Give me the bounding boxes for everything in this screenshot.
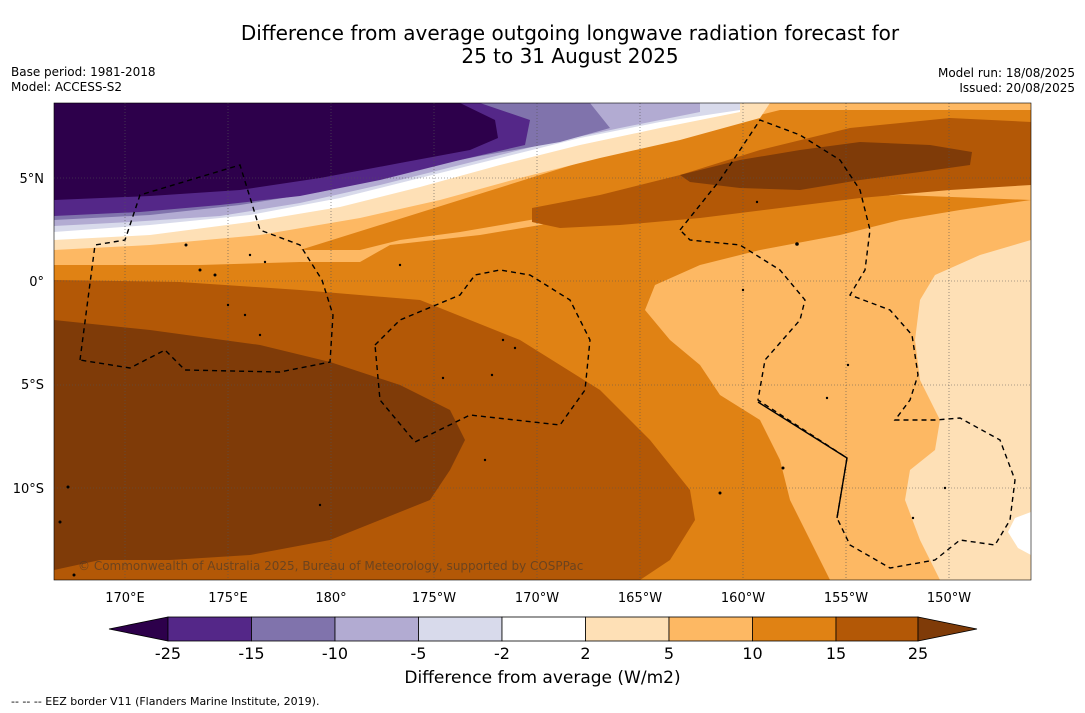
colorbar-tick: -2 bbox=[494, 644, 510, 663]
issued-date: Issued: 20/08/2025 bbox=[959, 81, 1075, 95]
metadata-left: Base period: 1981-2018 Model: ACCESS-S2 bbox=[11, 65, 156, 95]
title-line-2: 25 to 31 August 2025 bbox=[461, 44, 679, 68]
metadata-right: Model run: 18/08/2025 Issued: 20/08/2025 bbox=[938, 66, 1075, 96]
colorbar-swatch bbox=[167, 616, 252, 642]
lat-label: 5°N bbox=[20, 172, 45, 187]
lon-label: 170°W bbox=[515, 591, 559, 606]
colorbar-tick: 25 bbox=[907, 644, 929, 663]
lon-label: 165°W bbox=[618, 591, 662, 606]
map-frame bbox=[53, 102, 1032, 581]
eez-legend-note: -- -- -- EEZ border V11 (Flanders Marine… bbox=[11, 695, 320, 708]
lon-label: 160°W bbox=[721, 591, 765, 606]
model-name: Model: ACCESS-S2 bbox=[11, 80, 123, 94]
colorbar-swatch bbox=[668, 616, 753, 642]
eez-borders bbox=[79, 119, 1016, 569]
lon-label: 150°W bbox=[927, 591, 971, 606]
base-period: Base period: 1981-2018 bbox=[11, 65, 156, 79]
lon-label: 175°W bbox=[412, 591, 456, 606]
lon-label: 155°W bbox=[824, 591, 868, 606]
anomaly-field bbox=[54, 103, 1031, 580]
colorbar-tick: 2 bbox=[580, 644, 591, 663]
copyright-text: © Commonwealth of Australia 2025, Bureau… bbox=[78, 559, 583, 573]
map-title: Difference from average outgoing longwav… bbox=[0, 22, 1085, 68]
colorbar-swatch bbox=[501, 616, 586, 642]
lon-label: 180° bbox=[315, 591, 346, 606]
colorbar-extend-low bbox=[108, 616, 169, 642]
colorbar-tick: 10 bbox=[742, 644, 763, 663]
colorbar-tick: -15 bbox=[238, 644, 265, 663]
lon-label: 170°E bbox=[105, 591, 145, 606]
solid-boundary bbox=[757, 401, 848, 519]
lat-labels: 5°N 0° 5°S 10°S bbox=[13, 172, 44, 497]
model-run: Model run: 18/08/2025 bbox=[937, 66, 1075, 80]
colorbar-tick: -25 bbox=[154, 644, 182, 663]
colorbar bbox=[108, 616, 978, 642]
islands bbox=[58, 200, 947, 577]
lat-label: 5°S bbox=[21, 378, 44, 393]
colorbar-tick: 15 bbox=[825, 644, 847, 663]
lon-label: 175°E bbox=[208, 591, 248, 606]
colorbar-title: Difference from average (W/m2) bbox=[404, 668, 681, 688]
colorbar-tick: 5 bbox=[663, 644, 675, 663]
lat-label: 10°S bbox=[13, 482, 44, 497]
colorbar-extend-high bbox=[917, 616, 978, 642]
colorbar-tick: -10 bbox=[321, 644, 349, 663]
colorbar-swatch bbox=[585, 616, 670, 642]
colorbar-tick: -5 bbox=[410, 644, 427, 663]
colorbar-swatch bbox=[752, 616, 837, 642]
colorbar-swatch bbox=[251, 616, 336, 642]
colorbar-swatch bbox=[334, 616, 419, 642]
lon-labels: 170°E 175°E 180° 175°W 170°W 165°W 160°W… bbox=[105, 591, 971, 606]
title-line-1: Difference from average outgoing longwav… bbox=[240, 21, 900, 45]
colorbar-swatch bbox=[418, 616, 503, 642]
colorbar-swatch bbox=[835, 616, 919, 642]
lat-label: 0° bbox=[29, 275, 44, 290]
gridlines bbox=[54, 103, 1031, 580]
